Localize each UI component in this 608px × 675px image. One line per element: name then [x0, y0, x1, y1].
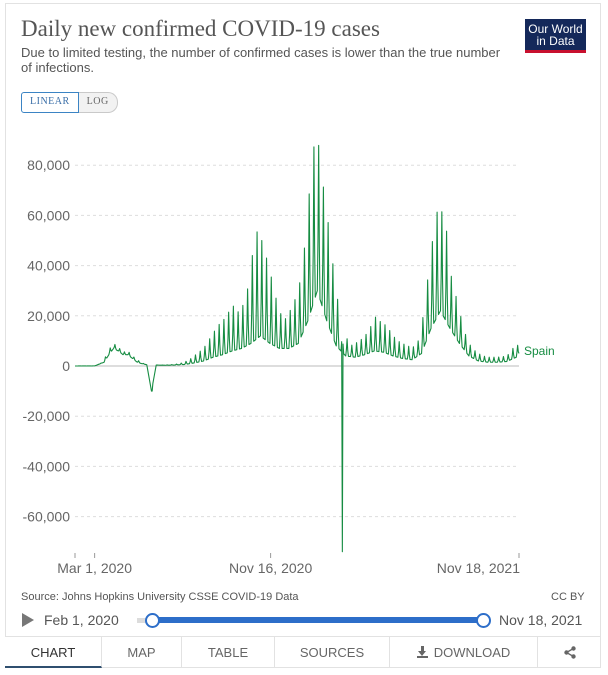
timeline-start-handle[interactable]	[145, 613, 160, 628]
x-tick-label: Nov 16, 2020	[229, 560, 312, 576]
y-tick-label: 60,000	[27, 207, 70, 223]
y-tick-label: -60,000	[23, 509, 71, 525]
timeline-end-label: Nov 18, 2021	[499, 612, 583, 628]
x-tick-label: Nov 18, 2021	[437, 560, 520, 576]
chart-card	[5, 3, 601, 668]
play-icon[interactable]	[22, 613, 34, 627]
y-tick-label: 80,000	[27, 157, 70, 173]
chart-title: Daily new confirmed COVID-19 cases	[21, 16, 380, 41]
timeline-end-handle[interactable]	[476, 613, 491, 628]
tab-download[interactable]: DOWNLOAD	[390, 637, 538, 668]
tab-table[interactable]: TABLE	[182, 637, 275, 668]
x-axis: Mar 1, 2020 Nov 16, 2020 Nov 18, 2021	[57, 553, 520, 576]
series-label-spain: Spain	[524, 344, 555, 358]
tab-chart[interactable]: CHART	[5, 637, 102, 668]
x-tick-label: Mar 1, 2020	[57, 560, 132, 576]
y-tick-label: 40,000	[27, 258, 70, 274]
share-icon	[563, 646, 576, 659]
logo-line-2: in Data	[536, 34, 575, 48]
owid-logo[interactable]: Our World in Data	[525, 19, 586, 53]
timeline-start-label: Feb 1, 2020	[44, 612, 119, 628]
tab-download-label: DOWNLOAD	[433, 645, 511, 660]
y-tick-label: 0	[62, 358, 70, 374]
log-scale-button[interactable]: LOG	[78, 92, 118, 113]
scale-toggle: LINEAR LOG	[21, 92, 118, 113]
y-axis-ticks: 80,000 60,000 40,000 20,000 0 -20,000 -40,000 -…	[23, 157, 71, 524]
source-note[interactable]: Source: Johns Hopkins University CSSE CO…	[21, 591, 299, 603]
share-button[interactable]	[538, 637, 601, 668]
y-tick-label: -20,000	[23, 408, 71, 424]
download-icon	[416, 646, 428, 658]
logo-line-1: Our World	[528, 22, 583, 36]
timeline: Feb 1, 2020 Nov 18, 2021	[0, 605, 608, 635]
series-lines	[75, 144, 520, 553]
gridlines	[75, 164, 519, 518]
tab-sources[interactable]: SOURCES	[275, 637, 390, 668]
chart-tabs: CHART MAP TABLE SOURCES DOWNLOAD	[5, 636, 601, 669]
tab-map[interactable]: MAP	[102, 637, 182, 668]
timeline-selected-range	[152, 617, 483, 623]
y-tick-label: -40,000	[23, 458, 71, 474]
linear-scale-button[interactable]: LINEAR	[21, 92, 79, 113]
y-tick-label: 20,000	[27, 308, 70, 324]
series-line-spain[interactable]	[75, 144, 520, 553]
license-link[interactable]: CC BY	[551, 591, 585, 603]
chart-subtitle: Due to limited testing, the number of co…	[21, 45, 501, 75]
